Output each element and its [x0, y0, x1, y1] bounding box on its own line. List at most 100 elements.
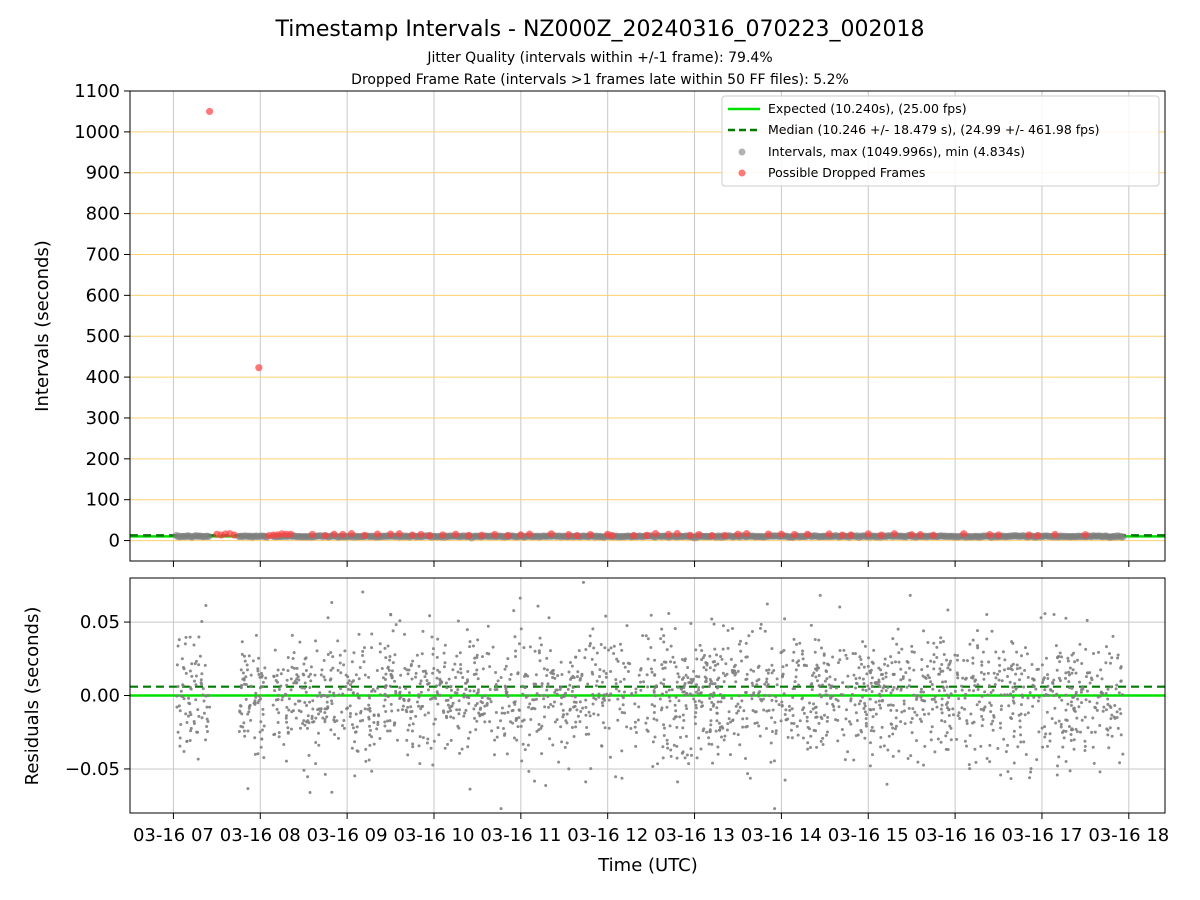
residual-point [791, 695, 795, 699]
residual-point [252, 701, 256, 705]
residual-point [568, 683, 572, 687]
residual-point [707, 684, 711, 688]
residual-point [999, 693, 1003, 697]
residual-point [746, 772, 750, 776]
residual-point [986, 671, 990, 675]
intervals-axes-frame [129, 90, 1166, 562]
residual-point [769, 716, 773, 720]
residual-point [323, 678, 327, 682]
residual-point [989, 710, 993, 714]
residual-point [763, 693, 767, 697]
residual-point [891, 732, 895, 736]
residual-point [721, 671, 725, 675]
residual-point [507, 704, 511, 708]
residual-point [327, 694, 331, 698]
residual-point [809, 710, 813, 714]
residual-point [974, 760, 978, 764]
residual-point [877, 699, 881, 703]
residual-point [595, 679, 599, 683]
residual-point [1053, 706, 1057, 710]
residual-point [879, 668, 883, 672]
residual-point [426, 737, 430, 741]
residual-point [467, 736, 471, 740]
residual-point [697, 699, 701, 703]
residual-point [651, 765, 655, 769]
residual-point [326, 652, 330, 656]
residual-point [1105, 727, 1109, 731]
residual-point [797, 659, 801, 663]
residual-point [329, 651, 333, 655]
residual-point [751, 684, 755, 688]
residual-point [919, 695, 923, 699]
residual-point [622, 690, 626, 694]
residual-point [246, 787, 250, 791]
dropped-frame-point [491, 530, 499, 539]
residual-point [322, 658, 326, 662]
residual-point [633, 720, 637, 724]
residual-point [1083, 748, 1087, 752]
residual-point [842, 648, 846, 652]
residual-point [322, 693, 326, 697]
residual-point [330, 601, 334, 605]
residual-point [810, 673, 814, 677]
residual-point [864, 688, 868, 692]
residual-point [1118, 761, 1122, 765]
residual-point [607, 726, 611, 730]
residual-point [1021, 695, 1025, 699]
residual-point [700, 658, 704, 662]
legend-box [721, 95, 1160, 187]
residual-point [792, 721, 796, 725]
residual-point [189, 729, 193, 733]
residual-point [520, 684, 524, 688]
residual-point [601, 704, 605, 708]
residual-point [429, 746, 433, 750]
residual-point [357, 632, 361, 636]
residual-point [1069, 704, 1073, 708]
residual-point [200, 716, 204, 720]
residual-point [312, 720, 316, 724]
residual-point [519, 627, 523, 631]
residual-point [403, 632, 407, 636]
residual-point [1079, 690, 1083, 694]
residual-point [359, 711, 363, 715]
residual-point [709, 692, 713, 696]
residual-point [284, 714, 288, 718]
dropped-frame-point [1051, 530, 1059, 539]
residual-point [897, 749, 901, 753]
residual-point [634, 690, 638, 694]
residual-point [542, 715, 546, 719]
residual-point [514, 649, 518, 653]
residual-point [686, 676, 690, 680]
residual-point [639, 666, 643, 670]
residual-point [417, 695, 421, 699]
dropped-frame-point [877, 531, 885, 539]
residual-point [732, 669, 736, 673]
residual-point [660, 627, 664, 631]
residual-point [1056, 764, 1060, 768]
residual-point [781, 665, 785, 669]
residual-point [326, 616, 330, 620]
residual-point [929, 738, 933, 742]
residual-point [547, 616, 551, 620]
residual-point [330, 702, 334, 706]
residual-point [809, 734, 813, 738]
residual-point [889, 722, 893, 726]
residual-point [920, 668, 924, 672]
residual-point [537, 722, 541, 726]
residual-point [430, 635, 434, 639]
residual-point [864, 721, 868, 725]
residual-point [444, 698, 448, 702]
residual-point [840, 728, 844, 732]
residual-point [1043, 612, 1047, 616]
residual-point [597, 695, 601, 699]
residual-point [456, 670, 460, 674]
residual-point [848, 720, 852, 724]
residual-point [664, 690, 668, 694]
residual-point [546, 682, 550, 686]
residual-point [765, 602, 769, 606]
legend-intervals-marker [738, 148, 746, 156]
residual-point [723, 674, 727, 678]
residual-point [276, 720, 280, 724]
residual-point [542, 693, 546, 697]
residual-point [951, 707, 955, 711]
